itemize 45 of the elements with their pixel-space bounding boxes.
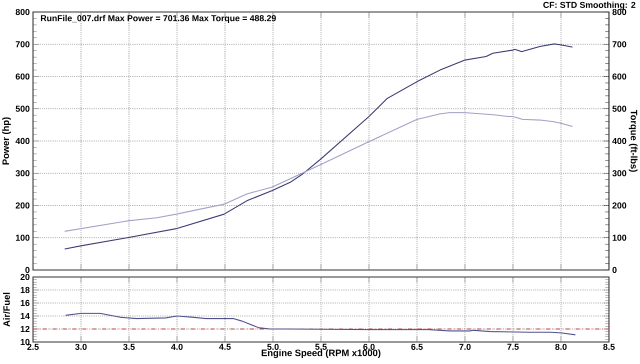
y2-tick-label: 600 <box>612 73 626 80</box>
y-tick-label: 200 <box>16 202 30 209</box>
line-series <box>64 43 574 250</box>
x-tick-label: 4.5 <box>219 344 231 350</box>
x-tick-label: 6.0 <box>363 344 375 350</box>
y-tick-label: 14 <box>20 313 30 319</box>
y-axis-title: Air/Fuel <box>3 292 10 327</box>
x-tick-label: 8.0 <box>555 344 567 350</box>
y-tick-label: 10 <box>20 338 30 346</box>
annotation: RunFile_007.drf Max Power = 701.36 Max Torque = 488.29 <box>40 14 276 23</box>
x-tick-label: 2.5 <box>27 344 39 350</box>
y-tick-label: 500 <box>16 106 30 112</box>
x-tick-label: 3.5 <box>123 344 135 350</box>
y-tick-label: 700 <box>16 41 30 48</box>
y2-tick-label: 500 <box>612 106 626 112</box>
y2-tick-label: 200 <box>612 202 626 209</box>
y2-tick-label: 700 <box>612 41 626 48</box>
y-tick-label: 0 <box>25 266 30 274</box>
x-tick-label: 8.5 <box>603 344 615 350</box>
y-tick-label: 100 <box>16 234 30 241</box>
y-tick-label: 18 <box>20 286 30 294</box>
y2-tick-label: 400 <box>612 138 626 144</box>
y-axis-title: Power (hp) <box>2 117 11 164</box>
y-tick-label: 600 <box>16 73 30 80</box>
text: CF: STD Smoothing: 2 <box>543 2 636 10</box>
x-tick-label: 3.0 <box>75 344 87 350</box>
y-tick-label: 12 <box>20 326 30 332</box>
x-tick-label: 5.5 <box>315 344 327 350</box>
y-tick-label: 16 <box>20 300 30 306</box>
x-tick-label: 7.0 <box>459 344 471 350</box>
x-tick-label: 6.5 <box>411 344 423 350</box>
y-tick-label: 20 <box>20 274 30 280</box>
y2-tick-label: 800 <box>612 8 626 16</box>
y-tick-label: 300 <box>16 170 30 176</box>
x-tick-label: 4.0 <box>171 344 183 350</box>
y-tick-label: 400 <box>16 138 30 144</box>
y-tick-label: 800 <box>16 8 30 16</box>
x-tick-label: 5.0 <box>267 344 279 350</box>
x-axis-title: Engine Speed (RPM x1000) <box>262 349 380 358</box>
y2-tick-label: 100 <box>612 234 626 241</box>
y2-tick-label: 0 <box>612 266 617 274</box>
y2-tick-label: 300 <box>612 170 626 176</box>
x-tick-label: 7.5 <box>507 344 519 350</box>
y2-axis-title: Torque (ft-lbs) <box>628 110 638 172</box>
line-series <box>64 112 574 232</box>
